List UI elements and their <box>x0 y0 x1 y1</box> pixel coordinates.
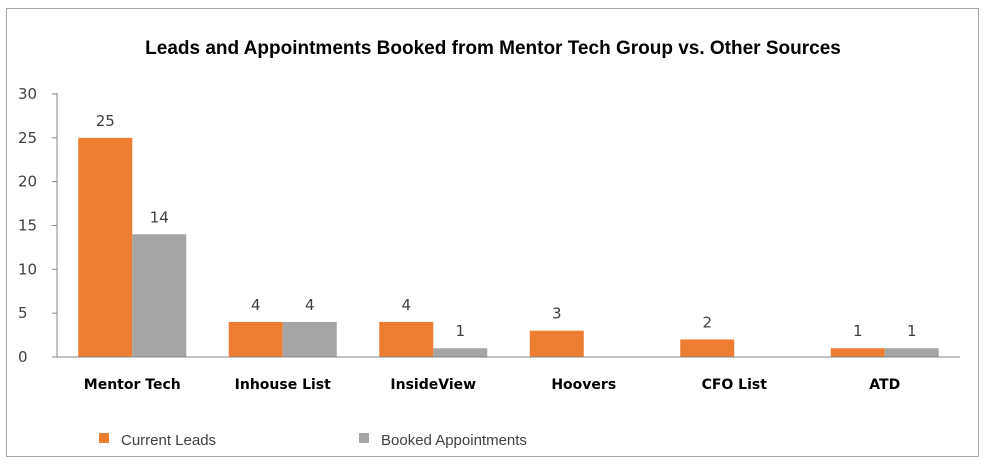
bar-current-leads <box>680 339 735 357</box>
category-label: ATD <box>869 377 900 393</box>
y-tick-label: 0 <box>18 348 28 366</box>
legend-label: Booked Appointments <box>381 432 527 449</box>
bar-current-leads <box>379 321 434 357</box>
bar-current-leads <box>830 348 885 357</box>
legend-label: Current Leads <box>121 432 216 449</box>
y-tick-label: 20 <box>18 173 37 191</box>
category-label: InsideView <box>390 377 476 393</box>
data-labels: 25 14 4 4 4 1 3 2 1 1 <box>96 112 917 340</box>
chart-title: Leads and Appointments Booked from Mento… <box>145 38 841 59</box>
y-tick-label: 10 <box>18 260 37 278</box>
y-tick-label: 15 <box>18 217 37 235</box>
y-tick-label: 30 <box>18 85 37 103</box>
data-label: 4 <box>305 296 315 314</box>
bar-booked-appointments <box>282 321 337 357</box>
category-label: Mentor Tech <box>84 377 181 393</box>
data-label: 2 <box>702 313 712 331</box>
data-label: 1 <box>455 322 465 340</box>
category-label: CFO List <box>702 377 768 393</box>
data-label: 3 <box>552 305 562 323</box>
bars <box>57 137 960 358</box>
category-label: Hoovers <box>551 377 616 393</box>
y-tick-label: 5 <box>18 304 28 322</box>
bar-booked-appointments <box>884 348 939 357</box>
data-label: 1 <box>907 322 917 340</box>
bar-booked-appointments <box>132 234 187 357</box>
category-labels: Mentor Tech Inhouse List InsideView Hoovers… <box>84 377 900 393</box>
data-label: 14 <box>150 208 169 226</box>
category-label: Inhouse List <box>235 377 331 393</box>
legend-swatch <box>359 433 369 443</box>
bar-current-leads <box>228 321 283 357</box>
chart-frame <box>6 8 979 457</box>
legend: Current Leads Booked Appointments <box>99 432 527 449</box>
bar-current-leads <box>529 330 584 357</box>
data-label: 4 <box>251 296 261 314</box>
legend-swatch <box>99 433 109 443</box>
bar-current-leads <box>78 137 133 357</box>
y-tick-label: 25 <box>18 129 37 147</box>
data-label: 1 <box>853 322 863 340</box>
data-label: 25 <box>96 112 115 130</box>
data-label: 4 <box>401 296 411 314</box>
y-axis: 0 5 10 15 20 25 30 <box>18 85 58 366</box>
bar-booked-appointments <box>433 348 488 357</box>
